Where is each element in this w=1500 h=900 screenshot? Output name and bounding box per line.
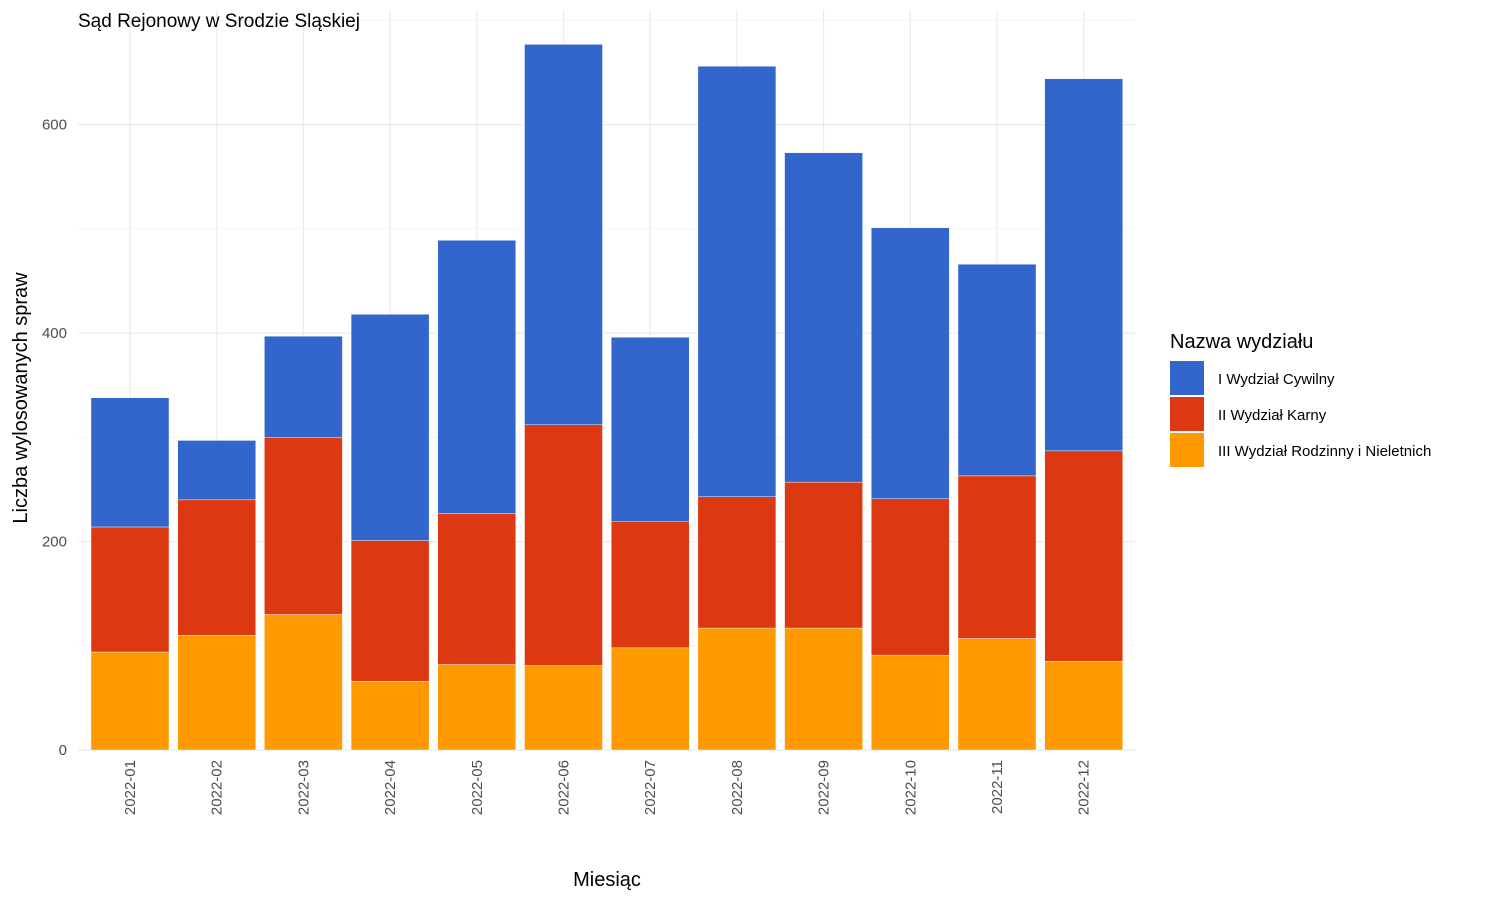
bar-segment	[611, 647, 690, 751]
bar-segment	[90, 651, 170, 751]
legend-label: I Wydział Cywilny	[1218, 371, 1335, 388]
x-tick-label: 2022-11	[989, 760, 1006, 814]
bar-segment	[697, 66, 777, 497]
x-tick-label: 2022-10	[902, 760, 919, 815]
x-tick-label: 2022-02	[209, 760, 226, 815]
bar-segment	[437, 513, 516, 665]
bar-segment	[177, 635, 256, 751]
bar-segment	[697, 496, 777, 629]
bar-segment	[784, 481, 863, 629]
y-tick-label: 400	[42, 325, 67, 342]
bar-segment	[177, 440, 256, 501]
bar-segment	[437, 664, 516, 751]
bar-segment	[90, 526, 170, 653]
legend: Nazwa wydziału I Wydział Cywilny II Wydzi…	[1170, 331, 1431, 467]
x-tick-label: 2022-08	[729, 760, 746, 815]
bar-segment	[611, 521, 690, 649]
bar-segment	[957, 264, 1037, 477]
bar-segment	[524, 665, 603, 751]
bar-segment	[264, 336, 343, 438]
bar-segment	[784, 627, 863, 751]
x-tick-label: 2022-06	[556, 760, 573, 815]
bar-segment	[264, 437, 343, 615]
bar-segment	[871, 498, 950, 656]
x-axis-ticks: 2022-01 2022-02 2022-03 2022-04 2022-05 2022-…	[122, 760, 1093, 815]
legend-label: III Wydział Rodzinny i Nieletnich	[1218, 443, 1431, 460]
bar-segment	[350, 314, 430, 541]
legend-label: II Wydział Karny	[1218, 407, 1327, 424]
bar-segment	[957, 475, 1037, 639]
bar-segment	[350, 540, 430, 682]
bars	[90, 44, 1123, 751]
bar-segment	[1044, 661, 1123, 751]
bar-segment	[177, 499, 256, 636]
x-tick-label: 2022-03	[295, 760, 312, 815]
bar-segment	[871, 654, 950, 751]
y-tick-label: 600	[42, 117, 67, 134]
y-axis-title: Liczba wylosowanych spraw	[10, 272, 32, 524]
bar-segment	[90, 397, 170, 528]
bar-segment	[871, 227, 950, 500]
x-tick-label: 2022-01	[122, 760, 139, 815]
y-tick-label: 200	[42, 534, 67, 551]
y-axis-ticks: 0 200 400 600	[42, 117, 67, 759]
bar-segment	[524, 424, 603, 666]
x-tick-label: 2022-05	[469, 760, 486, 815]
legend-title: Nazwa wydziału	[1170, 331, 1313, 353]
chart-title: Sąd Rejonowy w Srodzie Sląskiej	[78, 11, 360, 32]
bar-segment	[1044, 78, 1123, 452]
bar-segment	[350, 681, 430, 751]
x-tick-label: 2022-04	[382, 760, 399, 815]
bar-segment	[437, 240, 516, 514]
bar-segment	[697, 627, 777, 751]
x-tick-label: 2022-07	[642, 760, 659, 815]
bar-segment	[264, 614, 343, 751]
bar-segment	[784, 152, 863, 483]
legend-swatch	[1170, 433, 1204, 467]
bar-segment	[957, 638, 1037, 751]
x-tick-label: 2022-09	[816, 760, 833, 815]
x-axis-title: Miesiąc	[573, 869, 641, 891]
bar-segment	[1044, 450, 1123, 662]
legend-swatch	[1170, 397, 1204, 431]
bar-segment	[611, 337, 690, 522]
y-tick-label: 0	[59, 742, 67, 759]
bar-segment	[524, 44, 603, 426]
legend-swatch	[1170, 361, 1204, 395]
x-tick-label: 2022-12	[1076, 760, 1093, 815]
